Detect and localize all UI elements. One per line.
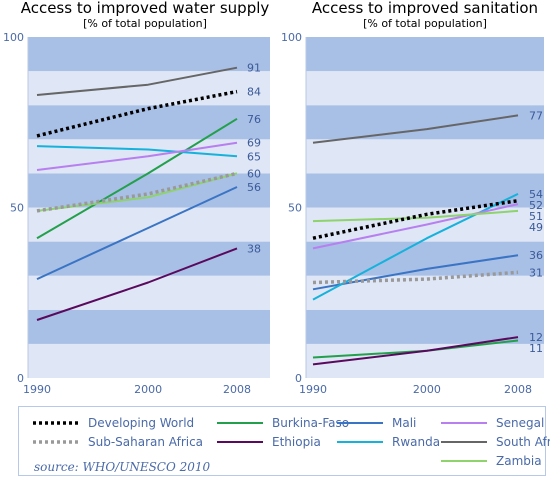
chart-subtitle: [% of total population] (363, 17, 487, 30)
end-value-label: 31 (529, 266, 543, 279)
background-band (306, 105, 544, 140)
x-tick-label: 2000 (413, 383, 441, 396)
end-value-label: 12 (529, 331, 543, 344)
series-line-south-africa (36, 66, 238, 96)
x-tick-label: 2008 (504, 383, 532, 396)
x-tick-label: 2008 (223, 383, 251, 396)
background-band (306, 37, 544, 72)
y-tick-label: 50 (10, 202, 24, 215)
legend-label: South Africa (496, 435, 550, 449)
series-line-developing-world (36, 89, 238, 138)
y-tick-label: 100 (3, 31, 24, 44)
series-line-burkina-faso (36, 117, 238, 240)
legend-swatch (33, 421, 79, 425)
end-value-label: 51 (529, 210, 543, 223)
end-value-label: 36 (529, 249, 543, 262)
background-band (28, 275, 270, 310)
charts-area: Access to improved water supply[% of tot… (3, 0, 544, 396)
background-band (306, 241, 544, 276)
legend-label: Senegal (496, 416, 545, 430)
background-band (306, 139, 544, 174)
series-line-mali (36, 186, 238, 281)
legend-swatch (33, 440, 79, 444)
end-value-label: 76 (247, 113, 261, 126)
legend-label: Sub-Saharan Africa (88, 435, 204, 449)
background-band (28, 207, 270, 242)
series-line-senegal (312, 203, 519, 250)
series-line-sub-saharan-africa (36, 171, 238, 213)
end-value-label: 84 (247, 86, 261, 99)
series-line-senegal (36, 141, 238, 171)
x-tick-label: 2000 (134, 383, 162, 396)
legend-swatch (441, 422, 487, 424)
legend-label: Mali (392, 416, 417, 430)
background-band (28, 241, 270, 276)
series-line-zambia (312, 209, 519, 223)
legend: Developing World Sub-Saharan Africa Burkin… (18, 406, 550, 476)
chart-title: Access to improved water supply (21, 0, 270, 17)
background-band (28, 173, 270, 208)
end-value-label: 11 (529, 342, 543, 355)
end-value-label: 56 (247, 181, 261, 194)
end-value-label: 77 (529, 109, 543, 122)
end-value-label: 52 (529, 199, 543, 212)
y-tick-label: 100 (281, 31, 302, 44)
legend-swatch (337, 441, 383, 443)
background-band (28, 309, 270, 344)
end-value-label: 65 (247, 150, 261, 163)
legend-label: Ethiopia (272, 435, 321, 449)
background-band (28, 343, 270, 378)
y-tick-label: 50 (288, 202, 302, 215)
end-value-label: 60 (247, 167, 261, 180)
x-tick-label: 1990 (299, 383, 327, 396)
legend-swatch (337, 422, 383, 424)
end-value-label: 54 (529, 188, 543, 201)
series-line-developing-world (312, 198, 519, 240)
series-line-rwanda (36, 145, 238, 158)
x-tick-label: 1990 (23, 383, 51, 396)
chart-panel-2: Access to improved sanitation[% of total… (281, 0, 544, 396)
chart-panel-1: Access to improved water supply[% of tot… (3, 0, 270, 396)
chart-subtitle: [% of total population] (83, 17, 207, 30)
source-note: source: WHO/UNESCO 2010 (34, 460, 211, 474)
series-line-sub-saharan-africa (312, 270, 519, 285)
y-tick-label: 0 (295, 372, 302, 385)
chart-title: Access to improved sanitation (312, 0, 538, 17)
end-value-label: 69 (247, 137, 261, 150)
background-band (28, 37, 270, 72)
end-value-label: 38 (247, 242, 261, 255)
series-line-ethiopia (312, 336, 519, 366)
background-band (28, 105, 270, 140)
series-line-ethiopia (36, 247, 238, 321)
legend-label: Rwanda (392, 435, 441, 449)
legend-swatch (217, 441, 263, 443)
series-line-rwanda (312, 193, 519, 301)
background-band (28, 71, 270, 106)
legend-label: Developing World (88, 416, 195, 430)
end-value-label: 49 (529, 221, 543, 234)
background-band (306, 275, 544, 310)
legend-swatch (217, 422, 263, 424)
end-value-label: 91 (247, 62, 261, 75)
y-tick-label: 0 (17, 372, 24, 385)
legend-swatch (441, 441, 487, 443)
legend-label: Zambia (496, 454, 542, 468)
series-line-south-africa (312, 114, 519, 144)
legend-swatch (441, 460, 487, 462)
legend-label: Burkina-Faso (272, 416, 350, 430)
background-band (306, 71, 544, 106)
